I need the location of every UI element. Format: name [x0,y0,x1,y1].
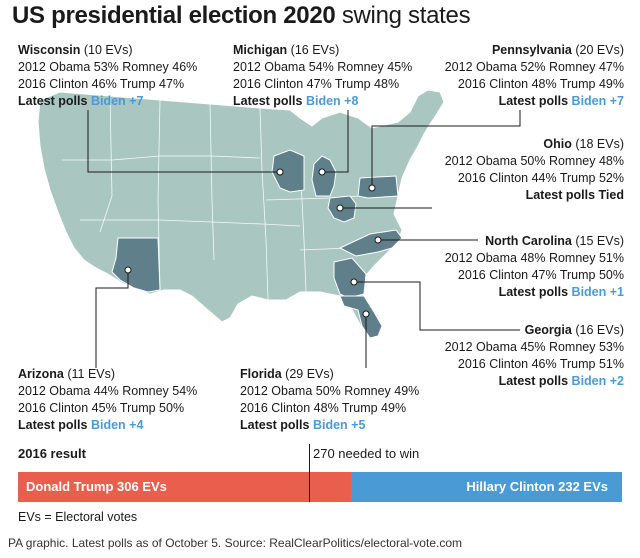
ohio-box: Ohio (18 EVs) 2012 Obama 50% Romney 48% … [445,136,624,204]
wisconsin-2012: 2012 Obama 53% Romney 46% [18,60,198,74]
florida-shape [339,295,383,339]
trump-bar: Donald Trump 306 EVs [18,472,351,502]
ohio-2012: 2012 Obama 50% Romney 48% [444,154,624,168]
arizona-lead: Biden +4 [90,418,144,432]
arizona-box: Arizona (11 EVs) 2012 Obama 44% Romney 5… [18,366,197,434]
georgia-2016: 2016 Clinton 46% Trump 51% [457,357,624,371]
florida-2012: 2012 Obama 50% Romney 49% [240,384,420,398]
north-carolina-name: North Carolina [485,234,572,248]
pennsylvania-box: Pennsylvania (20 EVs) 2012 Obama 52% Rom… [445,42,624,110]
michigan-evs: (16 EVs) [290,43,340,57]
needed-to-win-label: 270 needed to win [313,446,420,461]
north-carolina-2012: 2012 Obama 48% Romney 51% [444,251,624,265]
win-threshold-line [309,444,310,502]
wisconsin-box: Wisconsin (10 EVs) 2012 Obama 53% Romney… [18,42,197,110]
florida-latest: Latest polls [240,418,310,432]
georgia-2012: 2012 Obama 45% Romney 53% [444,340,624,354]
michigan-2012: 2012 Obama 54% Romney 45% [233,60,413,74]
ohio-name: Ohio [543,137,572,151]
wisconsin-shape [271,149,305,193]
arizona-evs: (11 EVs) [67,367,116,381]
arizona-2012: 2012 Obama 44% Romney 54% [18,384,198,398]
leader-dots [124,168,382,318]
michigan-name: Michigan [233,43,288,57]
north-carolina-box: North Carolina (15 EVs) 2012 Obama 48% R… [445,233,624,301]
ohio-evs: (18 EVs) [575,137,624,151]
pennsylvania-latest: Latest polls [498,94,569,108]
michigan-box: Michigan (16 EVs) 2012 Obama 54% Romney … [233,42,412,110]
georgia-box: Georgia (16 EVs) 2012 Obama 45% Romney 5… [445,322,624,390]
clinton-bar-label: Hillary Clinton 232 EVs [466,479,608,494]
source-note: PA graphic. Latest polls as of October 5… [8,536,462,550]
north-carolina-lead: Biden +1 [571,285,624,299]
pennsylvania-2012: 2012 Obama 52% Romney 47% [444,60,624,74]
north-carolina-2016: 2016 Clinton 47% Trump 50% [457,268,624,282]
us-mainland [37,89,445,339]
arizona-latest: Latest polls [18,418,88,432]
pennsylvania-shape [357,175,399,199]
arizona-2016: 2016 Clinton 45% Trump 50% [18,401,185,415]
florida-evs: (29 EVs) [285,367,334,381]
ohio-2016: 2016 Clinton 44% Trump 52% [457,171,624,185]
arizona-name: Arizona [18,367,64,381]
wisconsin-latest: Latest polls [18,94,88,108]
georgia-evs: (16 EVs) [575,323,624,337]
michigan-shape [311,155,337,197]
page-title: US presidential election 2020 swing stat… [12,2,471,30]
florida-2016: 2016 Clinton 48% Trump 49% [240,401,407,415]
wisconsin-2016: 2016 Clinton 46% Trump 47% [18,77,185,91]
leader-lines [87,110,521,368]
michigan-latest: Latest polls [233,94,303,108]
florida-box: Florida (29 EVs) 2012 Obama 50% Romney 4… [240,366,419,434]
georgia-name: Georgia [524,323,572,337]
michigan-lead: Biden +8 [305,94,359,108]
pennsylvania-2016: 2016 Clinton 48% Trump 49% [457,77,624,91]
georgia-lead: Biden +2 [571,374,624,388]
wisconsin-lead: Biden +7 [90,94,144,108]
florida-lead: Biden +5 [312,418,366,432]
result-label: 2016 result [18,446,86,461]
title-light: swing states [341,2,471,29]
florida-name: Florida [240,367,282,381]
title-bold: US presidential election 2020 [12,2,336,29]
north-carolina-shape [338,229,403,257]
wisconsin-name: Wisconsin [18,43,81,57]
pennsylvania-lead: Biden +7 [571,94,624,108]
legend-note: EVs = Electoral votes [18,510,138,524]
trump-bar-label: Donald Trump 306 EVs [26,479,167,494]
pennsylvania-evs: (20 EVs) [575,43,624,57]
georgia-latest: Latest polls [498,374,569,388]
north-carolina-evs: (15 EVs) [575,234,624,248]
michigan-2016: 2016 Clinton 47% Trump 48% [233,77,400,91]
pennsylvania-name: Pennsylvania [491,43,572,57]
ohio-latest: Latest polls Tied [525,188,624,202]
arizona-shape [111,237,161,293]
north-carolina-latest: Latest polls [498,285,569,299]
wisconsin-evs: (10 EVs) [83,43,133,57]
clinton-bar: Hillary Clinton 232 EVs [351,472,622,502]
